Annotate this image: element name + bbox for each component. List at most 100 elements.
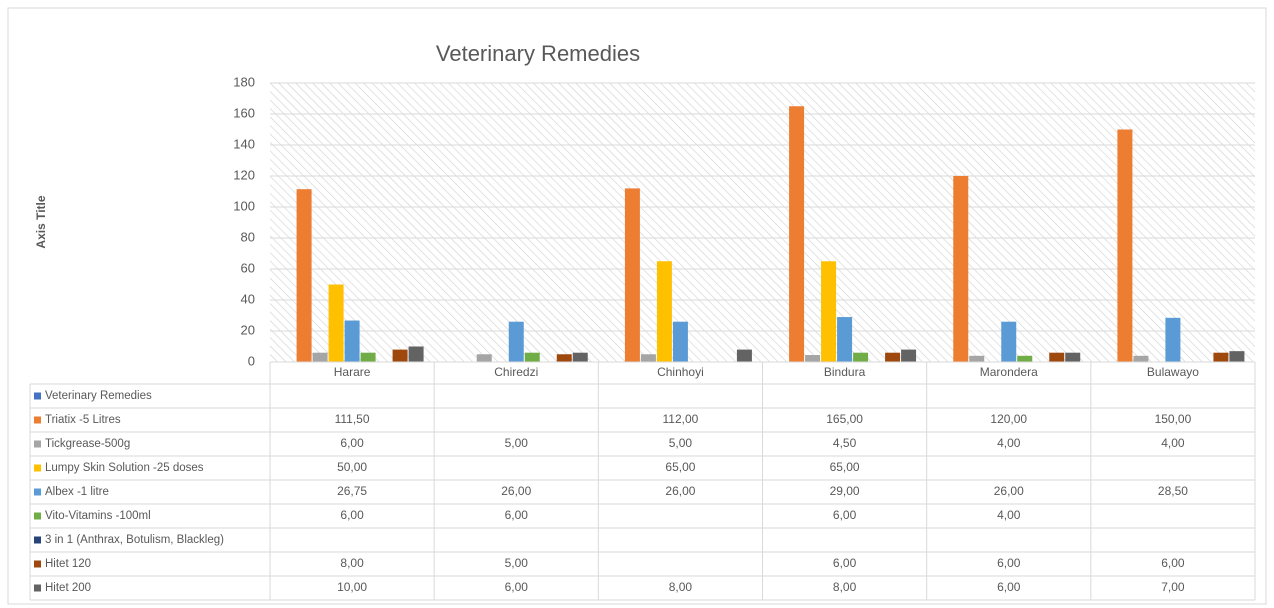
table-value: 6,00 — [340, 508, 364, 522]
legend-key — [34, 584, 41, 592]
table-value: 6,00 — [997, 580, 1021, 594]
bar — [572, 352, 588, 362]
bar — [508, 321, 524, 362]
bar — [885, 352, 901, 362]
x-tick-label: Bindura — [824, 365, 866, 379]
table-value: 28,50 — [1158, 484, 1188, 498]
y-tick-label: 100 — [233, 198, 255, 213]
legend-label: Triatix -5 Litres — [45, 414, 121, 426]
table-value: 5,00 — [505, 436, 529, 450]
table-value: 120,00 — [990, 412, 1027, 426]
legend-key — [34, 560, 41, 568]
bar — [328, 284, 344, 362]
x-tick-label: Bulawayo — [1147, 365, 1199, 379]
legend-label: Vito-Vitamins -100ml — [45, 510, 151, 522]
bar — [837, 317, 853, 362]
table-value: 8,00 — [833, 580, 857, 594]
y-tick-label: 0 — [248, 353, 255, 368]
x-tick-label: Harare — [334, 365, 371, 379]
table-value: 150,00 — [1155, 412, 1192, 426]
legend-label: 3 in 1 (Anthrax, Botulism, Blackleg) — [45, 534, 224, 546]
legend-key — [34, 536, 41, 544]
x-tick-label: Chinhoyi — [657, 365, 704, 379]
y-tick-label: 60 — [241, 260, 255, 275]
table-value: 4,00 — [1161, 436, 1185, 450]
bar — [296, 189, 312, 362]
bar — [953, 176, 969, 362]
table-value: 26,00 — [501, 484, 531, 498]
table-value: 8,00 — [669, 580, 693, 594]
x-tick-label: Chiredzi — [494, 365, 538, 379]
bar — [624, 188, 640, 362]
table-value: 112,00 — [663, 412, 699, 426]
table-value: 65,00 — [830, 460, 860, 474]
legend-label: Albex -1 litre — [45, 486, 109, 498]
bar — [821, 261, 837, 362]
legend-key — [34, 440, 41, 448]
bar — [1049, 352, 1065, 362]
bar — [1017, 355, 1033, 362]
table-value: 50,00 — [337, 460, 367, 474]
table-value: 6,00 — [997, 556, 1021, 570]
y-tick-label: 160 — [233, 105, 255, 120]
bar — [901, 349, 917, 362]
legend-label: Hitet 120 — [45, 558, 91, 570]
table-value: 165,00 — [826, 412, 863, 426]
bar — [556, 354, 572, 362]
bar — [312, 352, 328, 362]
plot-area — [270, 83, 1255, 362]
bar — [360, 352, 376, 362]
table-value: 6,00 — [505, 508, 529, 522]
bar — [1117, 129, 1133, 362]
bar — [344, 320, 360, 362]
table-value: 111,50 — [335, 412, 370, 426]
table-value: 6,00 — [833, 508, 857, 522]
table-value: 4,00 — [997, 508, 1021, 522]
legend-key — [34, 512, 41, 520]
bar — [1165, 317, 1181, 362]
bar — [524, 352, 540, 362]
y-tick-label: 20 — [241, 322, 255, 337]
table-value: 8,00 — [340, 556, 364, 570]
bar — [1065, 352, 1081, 362]
y-tick-label: 180 — [233, 74, 255, 89]
table-value: 10,00 — [337, 580, 367, 594]
table-value: 29,00 — [830, 484, 860, 498]
legend-key — [34, 488, 41, 496]
bar — [392, 349, 408, 362]
legend-label: Tickgrease-500g — [45, 438, 130, 450]
bar — [736, 349, 752, 362]
y-tick-label: 140 — [233, 136, 255, 151]
legend-key — [34, 464, 41, 472]
y-axis-title: Axis Title — [34, 195, 48, 248]
table-value: 5,00 — [505, 556, 529, 570]
legend-key — [34, 392, 41, 400]
y-tick-label: 120 — [233, 167, 255, 182]
table-value: 65,00 — [665, 460, 695, 474]
table-value: 6,00 — [505, 580, 529, 594]
bar — [1133, 355, 1149, 362]
legend-key — [34, 416, 41, 424]
x-tick-label: Marondera — [980, 365, 1038, 379]
legend-label: Veterinary Remedies — [45, 390, 152, 402]
table-value: 6,00 — [340, 436, 364, 450]
bar — [853, 352, 869, 362]
table-value: 6,00 — [1161, 556, 1185, 570]
bar — [672, 321, 688, 362]
table-value: 7,00 — [1161, 580, 1185, 594]
bar — [476, 354, 492, 362]
chart-title: Veterinary Remedies — [436, 41, 640, 66]
legend-label: Lumpy Skin Solution -25 doses — [45, 462, 204, 474]
y-tick-label: 80 — [241, 229, 255, 244]
legend-label: Hitet 200 — [45, 582, 91, 594]
table-value: 4,50 — [833, 436, 857, 450]
table-value: 26,75 — [337, 484, 367, 498]
table-value: 4,00 — [997, 436, 1021, 450]
table-value: 5,00 — [669, 436, 693, 450]
table-value: 6,00 — [833, 556, 857, 570]
bar — [408, 346, 424, 362]
table-value: 26,00 — [665, 484, 695, 498]
bar — [789, 106, 805, 362]
bar — [969, 355, 985, 362]
